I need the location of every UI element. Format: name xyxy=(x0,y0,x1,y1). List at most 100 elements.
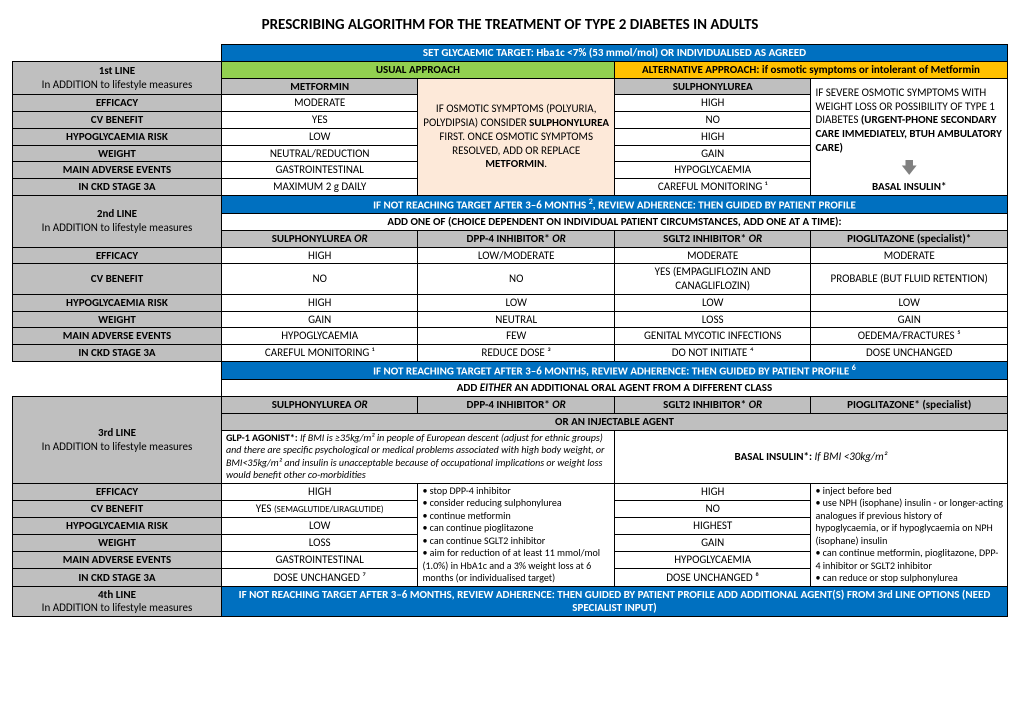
col-header: DPP-4 INHIBITOR* OR xyxy=(418,230,615,247)
alt-approach: ALTERNATIVE APPROACH: if osmotic symptom… xyxy=(614,61,1007,78)
row-key: HYPOGLYCAEMIA RISK xyxy=(13,128,222,145)
cell: DOSE UNCHANGED ⁷ xyxy=(221,569,418,586)
line4-header: 4th LINE In ADDITION to lifestyle measur… xyxy=(13,586,222,617)
row-key: EFFICACY xyxy=(13,483,222,500)
col-header: SULPHONYLUREA OR xyxy=(221,397,418,414)
cell: MODERATE xyxy=(614,247,811,264)
injectable-banner: OR AN INJECTABLE AGENT xyxy=(221,413,1007,430)
cell: NEUTRAL xyxy=(418,311,615,328)
line1-header: 1st LINE In ADDITION to lifestyle measur… xyxy=(13,61,222,95)
bullet-item: • consider reducing sulphonylurea xyxy=(422,497,610,510)
row-key: IN CKD STAGE 3A xyxy=(13,179,222,196)
cell: HIGH xyxy=(221,483,418,500)
glycaemic-target-banner: SET GLYCAEMIC TARGET: Hba1c <7% (53 mmol… xyxy=(221,45,1007,62)
cell: DO NOT INITIATE ⁴ xyxy=(614,345,811,362)
cell: MAXIMUM 2 g DAILY xyxy=(221,179,418,196)
line3-header: 3rd LINE In ADDITION to lifestyle measur… xyxy=(13,397,222,484)
row-key: WEIGHT xyxy=(13,535,222,552)
bullet-item: • can reduce or stop sulphonylurea xyxy=(815,572,1003,585)
bullet-item: • can continue metformin, pioglitazone, … xyxy=(815,547,1003,572)
line2-header: 2nd LINE In ADDITION to lifestyle measur… xyxy=(13,195,222,247)
bullet-item: • can continue pioglitazone xyxy=(422,522,610,535)
cell: NO xyxy=(614,112,811,129)
sulphonylurea-header: SULPHONYLUREA xyxy=(614,78,811,95)
cell: LOW xyxy=(811,294,1008,311)
cell: LOW xyxy=(614,294,811,311)
usual-approach: USUAL APPROACH xyxy=(221,61,614,78)
cell: GAIN xyxy=(811,311,1008,328)
cell: LOSS xyxy=(221,535,418,552)
cell: NO xyxy=(418,264,615,295)
basal-insulin: BASAL INSULIN* xyxy=(811,179,1008,196)
cell: HIGH xyxy=(614,95,811,112)
cell: GAIN xyxy=(614,535,811,552)
osmotic-note: IF OSMOTIC SYMPTOMS (POLYURIA, POLYDIPSI… xyxy=(418,78,615,195)
row-key: EFFICACY xyxy=(13,95,222,112)
bullet-item: • aim for reduction of at least 11 mmol/… xyxy=(422,547,610,585)
cell: DOSE UNCHANGED xyxy=(811,345,1008,362)
col-header: SGLT2 INHIBITOR* OR xyxy=(614,397,811,414)
cell: YES xyxy=(221,112,418,129)
glp1-bullets: • stop DPP-4 inhibitor• consider reducin… xyxy=(418,483,615,586)
cell: HYPOGLYCAEMIA xyxy=(614,162,811,179)
row-key: EFFICACY xyxy=(13,247,222,264)
cell: PROBABLE (BUT FLUID RETENTION) xyxy=(811,264,1008,295)
row-key: WEIGHT xyxy=(13,145,222,162)
line3-addeither-banner: ADD EITHER AN ADDITIONAL ORAL AGENT FROM… xyxy=(221,380,1007,397)
cell: NEUTRAL/REDUCTION xyxy=(221,145,418,162)
cell: GENITAL MYCOTIC INFECTIONS xyxy=(614,328,811,345)
row-key: MAIN ADVERSE EVENTS xyxy=(13,162,222,179)
cell: MODERATE xyxy=(811,247,1008,264)
cell: NO xyxy=(221,264,418,295)
row-key: HYPOGLYCAEMIA RISK xyxy=(13,517,222,534)
cell: FEW xyxy=(418,328,615,345)
basal-insulin-note: BASAL INSULIN*: If BMI <30kg/m² xyxy=(614,430,1007,483)
bullet-item: • use NPH (isophane) insulin - or longer… xyxy=(815,497,1003,547)
row-key: IN CKD STAGE 3A xyxy=(13,345,222,362)
line2-review-banner: IF NOT REACHING TARGET AFTER 3–6 MONTHS … xyxy=(221,195,1007,213)
line3-review-banner: IF NOT REACHING TARGET AFTER 3–6 MONTHS,… xyxy=(221,361,1007,379)
glp1-agonist-note: GLP-1 AGONIST*: If BMI is ≥35kg/m² in pe… xyxy=(221,430,614,483)
cell: LOW xyxy=(418,294,615,311)
cell: HIGH xyxy=(221,294,418,311)
cell: LOSS xyxy=(614,311,811,328)
cell: HIGH xyxy=(614,128,811,145)
row-key: CV BENEFIT xyxy=(13,112,222,129)
row-key: HYPOGLYCAEMIA RISK xyxy=(13,294,222,311)
col-header: SGLT2 INHIBITOR* OR xyxy=(614,230,811,247)
col-header: SULPHONYLUREA OR xyxy=(221,230,418,247)
cell: LOW/MODERATE xyxy=(418,247,615,264)
row-key: MAIN ADVERSE EVENTS xyxy=(13,328,222,345)
line4-banner: IF NOT REACHING TARGET AFTER 3–6 MONTHS,… xyxy=(221,586,1007,617)
cell: LOW xyxy=(221,517,418,534)
cell: YES (EMPAGLIFLOZIN AND CANAGLIFLOZIN) xyxy=(614,264,811,295)
severe-osmotic-note: IF SEVERE OSMOTIC SYMPTOMS WITH WEIGHT L… xyxy=(811,78,1008,162)
row-key: MAIN ADVERSE EVENTS xyxy=(13,552,222,569)
algorithm-table: SET GLYCAEMIC TARGET: Hba1c <7% (53 mmol… xyxy=(12,44,1008,617)
cell: GAIN xyxy=(614,145,811,162)
basal-bullets: • inject before bed• use NPH (isophane) … xyxy=(811,483,1008,586)
arrow-down-icon: 🡇 xyxy=(811,162,1008,179)
line2-addone-banner: ADD ONE OF (CHOICE DEPENDENT ON INDIVIDU… xyxy=(221,214,1007,231)
page-title: PRESCRIBING ALGORITHM FOR THE TREATMENT … xyxy=(12,16,1008,34)
cell: CAREFUL MONITORING ¹ xyxy=(614,179,811,196)
cell: NO xyxy=(614,500,811,517)
col-header: PIOGLITAZONE (specialist)* xyxy=(811,230,1008,247)
cell: LOW xyxy=(221,128,418,145)
col-header: PIOGLITAZONE* (specialist) xyxy=(811,397,1008,414)
cell: REDUCE DOSE ³ xyxy=(418,345,615,362)
row-key: IN CKD STAGE 3A xyxy=(13,569,222,586)
cell: GAIN xyxy=(221,311,418,328)
cell: CAREFUL MONITORING ¹ xyxy=(221,345,418,362)
cell: HYPOGLYCAEMIA xyxy=(614,552,811,569)
cell: HIGHEST xyxy=(614,517,811,534)
row-key: CV BENEFIT xyxy=(13,264,222,295)
cell: HIGH xyxy=(614,483,811,500)
cell: YES (SEMAGLUTIDE/LIRAGLUTIDE) xyxy=(221,500,418,517)
cell: GASTROINTESTINAL xyxy=(221,162,418,179)
metformin-header: METFORMIN xyxy=(221,78,418,95)
row-key: WEIGHT xyxy=(13,311,222,328)
cell: MODERATE xyxy=(221,95,418,112)
cell: OEDEMA/FRACTURES ⁵ xyxy=(811,328,1008,345)
cell: DOSE UNCHANGED ⁸ xyxy=(614,569,811,586)
